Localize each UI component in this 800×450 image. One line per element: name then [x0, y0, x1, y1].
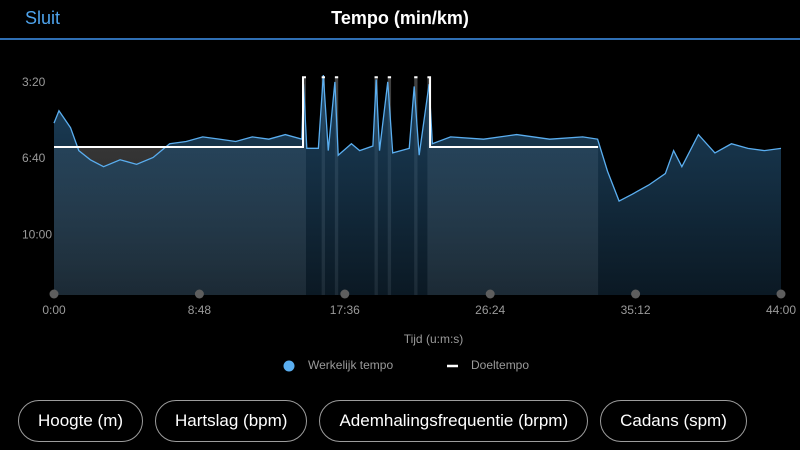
area	[54, 75, 781, 295]
metric-tab[interactable]: Hartslag (bpm)	[155, 400, 308, 442]
x-axis-label: Tijd (u:m:s)	[404, 332, 464, 346]
screen-title: Tempo (min/km)	[331, 8, 469, 28]
close-button[interactable]: Sluit	[25, 8, 61, 28]
x-tick-dot	[340, 289, 350, 299]
x-tick-dot	[631, 289, 641, 299]
x-tick-label: 8:48	[188, 303, 212, 317]
x-tick-label: 44:00	[766, 303, 796, 317]
legend-marker	[283, 360, 295, 372]
line	[53, 74, 782, 202]
y-tick-label: 6:40	[22, 151, 46, 165]
y-tick-label: 3:20	[22, 75, 46, 89]
x-tick-label: 0:00	[42, 303, 66, 317]
x-tick-dot	[194, 289, 204, 299]
metric-tab[interactable]: Hoogte (m)	[18, 400, 144, 442]
legend-label: Werkelijk tempo	[308, 358, 393, 372]
legend-label: Doeltempo	[471, 358, 529, 372]
x-tick-label: 17:36	[330, 303, 360, 317]
x-tick-label: 35:12	[621, 303, 651, 317]
x-tick-dot	[776, 289, 786, 299]
header: Sluit Tempo (min/km)	[0, 0, 800, 40]
metric-tab[interactable]: Cadans (spm)	[600, 400, 747, 442]
x-tick-dot	[49, 289, 59, 299]
metric-tab[interactable]: Ademhalingsfrequentie (brpm)	[319, 400, 589, 442]
line	[54, 76, 599, 148]
chart: 3:20 6:40 10:00 0:00 8:48 17:36 26:24 35:12 44:0…	[22, 74, 796, 372]
x-tick-dot	[485, 289, 495, 299]
y-tick-label: 10:00	[22, 228, 52, 242]
x-tick-label: 26:24	[475, 303, 505, 317]
metric-tabs: Hoogte (m) Hartslag (bpm) Ademhalingsfrequ…	[18, 400, 759, 442]
